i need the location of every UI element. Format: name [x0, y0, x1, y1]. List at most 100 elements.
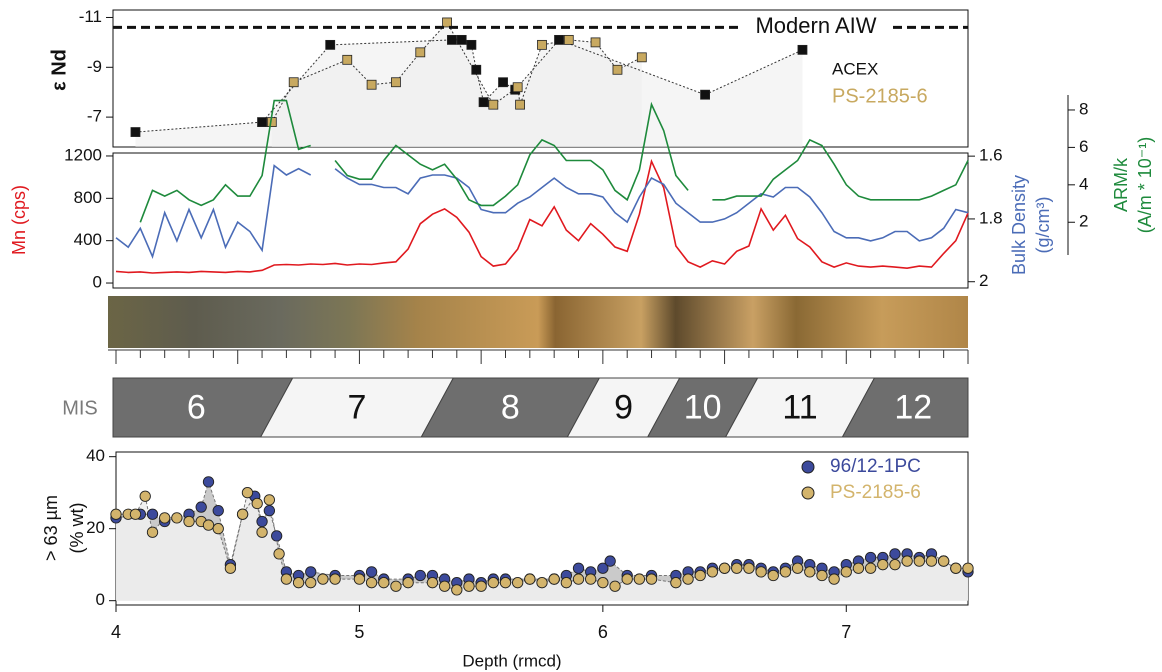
marker	[779, 566, 792, 578]
axis-label: ARM/k	[1111, 157, 1131, 212]
legend-label: PS-2185-6	[830, 482, 921, 503]
y-tick-label: -11	[79, 7, 102, 26]
marker	[816, 569, 828, 582]
marker	[804, 566, 816, 578]
marker	[442, 17, 452, 28]
marker	[263, 494, 276, 506]
marker	[256, 515, 268, 528]
marker	[463, 580, 475, 592]
marker	[797, 44, 808, 55]
marker	[451, 584, 463, 596]
marker	[317, 573, 329, 585]
x-axis-label: Depth (rmcd)	[462, 651, 561, 670]
marker	[767, 569, 779, 582]
marker	[195, 501, 207, 513]
marker	[913, 555, 925, 567]
marker	[402, 577, 414, 589]
mis-stage-label: 12	[894, 388, 932, 426]
marker	[572, 573, 585, 585]
y-tick-label: 0	[93, 273, 102, 292]
marker	[499, 577, 512, 589]
marker	[731, 562, 743, 574]
y-tick-label: 800	[74, 188, 102, 207]
marker	[889, 548, 901, 560]
marker	[633, 573, 646, 585]
marker	[236, 508, 249, 520]
panel-frame	[112, 152, 969, 289]
y-tick-label: 400	[74, 230, 102, 249]
marker	[478, 97, 489, 108]
mis-label: MIS	[62, 397, 98, 419]
reference-label: Modern AIW	[755, 13, 876, 38]
core-image	[108, 296, 968, 348]
mis-stage	[841, 377, 969, 438]
marker	[251, 497, 263, 510]
marker	[889, 559, 901, 571]
marker	[670, 577, 682, 589]
marker	[146, 526, 159, 538]
marker	[877, 559, 889, 571]
axis-label: Bulk Density	[1009, 175, 1029, 275]
marker	[390, 580, 402, 592]
marker	[621, 573, 633, 585]
marker	[604, 555, 616, 567]
marker	[645, 573, 658, 585]
mis-stage-label: 9	[614, 388, 633, 426]
marker	[743, 562, 755, 574]
mis-stage-label: 6	[187, 388, 206, 426]
x-tick-label: 5	[354, 622, 364, 642]
marker	[563, 34, 574, 45]
marker	[828, 573, 840, 585]
axis-label: Mn (cps)	[9, 185, 29, 255]
marker	[365, 566, 378, 578]
marker	[466, 39, 477, 50]
y-tick-label: 1.8	[979, 208, 1003, 227]
mis-stage-label: 7	[348, 388, 367, 426]
x-tick-label: 6	[598, 622, 608, 642]
marker	[901, 555, 913, 567]
axis-label: (% wt)	[67, 503, 87, 554]
marker	[706, 566, 719, 578]
marker	[925, 555, 938, 567]
marker	[536, 577, 548, 589]
marker	[305, 577, 317, 589]
marker	[212, 523, 224, 535]
marker	[475, 580, 487, 592]
legend-marker	[801, 460, 815, 474]
marker	[864, 551, 877, 564]
y-tick-label: 0	[96, 590, 105, 609]
marker	[202, 519, 215, 531]
marker	[718, 562, 731, 574]
y-tick-label: 1200	[64, 145, 102, 164]
legend-label: ACEX	[832, 59, 878, 78]
marker	[414, 569, 426, 582]
marker	[224, 562, 237, 574]
axis-label: ε Nd	[48, 49, 70, 91]
marker	[447, 34, 457, 45]
marker	[159, 512, 171, 524]
marker	[512, 577, 524, 589]
marker	[950, 562, 962, 574]
marker	[585, 573, 597, 585]
y-tick-label: 2	[1079, 212, 1088, 231]
marker	[560, 577, 572, 589]
marker	[288, 77, 299, 88]
marker	[515, 99, 525, 110]
marker	[852, 562, 865, 574]
marker	[938, 555, 950, 567]
marker	[636, 52, 647, 63]
marker	[325, 39, 336, 50]
legend-label: 96/12-1PC	[830, 456, 921, 477]
marker	[694, 569, 706, 582]
mis-stage-label: 11	[782, 388, 817, 426]
marker	[342, 54, 353, 65]
marker	[256, 526, 268, 538]
marker	[263, 505, 276, 517]
marker	[329, 573, 341, 585]
marker	[353, 573, 366, 585]
y-tick-label: 6	[1079, 137, 1088, 156]
marker	[257, 117, 267, 127]
marker	[498, 77, 508, 88]
